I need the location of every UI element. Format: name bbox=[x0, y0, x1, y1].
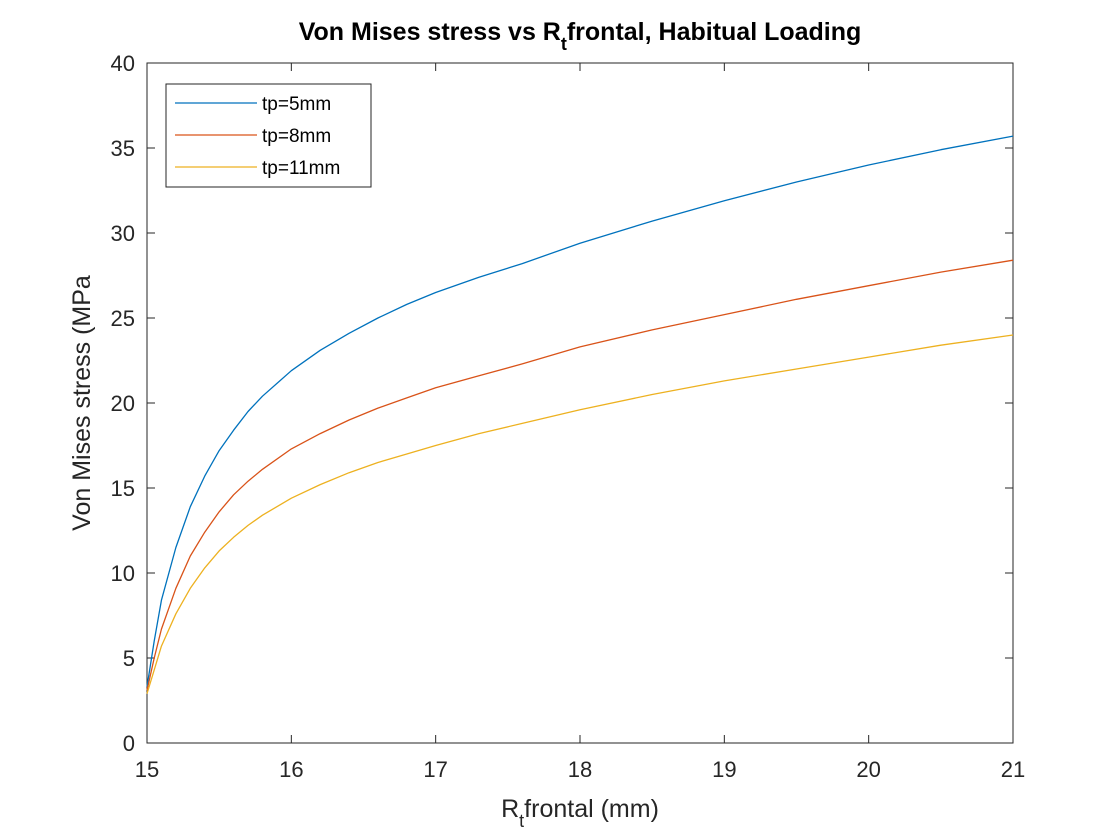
y-tick-label-35: 35 bbox=[111, 136, 135, 161]
x-axis-label: Rtfrontal (mm) bbox=[501, 795, 659, 831]
legend: tp=5mm tp=8mm tp=11mm bbox=[165, 83, 372, 188]
x-tick-label-18: 18 bbox=[568, 757, 592, 782]
x-tick-label-20: 20 bbox=[856, 757, 880, 782]
x-tick-label-21: 21 bbox=[1001, 757, 1025, 782]
series-line-tp-5mm bbox=[146, 135, 1014, 688]
x-axis-label-subscript: t bbox=[519, 811, 524, 831]
y-axis-label: Von Mises stress (MPa bbox=[68, 275, 96, 531]
y-tick-label-5: 5 bbox=[123, 646, 135, 671]
series-line-tp-8mm bbox=[146, 259, 1014, 691]
y-tick-label-30: 30 bbox=[111, 221, 135, 246]
chart-title: Von Mises stress vs Rtfrontal, Habitual … bbox=[299, 18, 862, 54]
chart-title-subscript: t bbox=[561, 34, 567, 54]
legend-label-tp-11mm: tp=11mm bbox=[262, 158, 340, 179]
y-axis-ticks: 0 5 10 15 20 25 30 35 40 bbox=[111, 51, 1013, 756]
y-tick-label-40: 40 bbox=[111, 51, 135, 76]
y-tick-label-0: 0 bbox=[123, 731, 135, 756]
series-line-tp-11mm bbox=[146, 334, 1014, 694]
y-tick-label-20: 20 bbox=[111, 391, 135, 416]
x-tick-label-15: 15 bbox=[135, 757, 159, 782]
x-tick-label-19: 19 bbox=[712, 757, 736, 782]
series-layer bbox=[146, 135, 1014, 694]
x-axis-ticks: 15 16 17 18 19 20 21 bbox=[135, 63, 1025, 782]
y-tick-label-25: 25 bbox=[111, 306, 135, 331]
x-axis-label-rest: frontal (mm) bbox=[524, 795, 659, 823]
x-axis-label-main: R bbox=[501, 795, 519, 823]
y-tick-label-10: 10 bbox=[111, 561, 135, 586]
chart-title-main: Von Mises stress vs R bbox=[299, 18, 561, 46]
x-tick-label-17: 17 bbox=[423, 757, 447, 782]
legend-label-tp-5mm: tp=5mm bbox=[262, 94, 331, 115]
x-tick-label-16: 16 bbox=[279, 757, 303, 782]
legend-label-tp-8mm: tp=8mm bbox=[262, 126, 331, 147]
y-tick-label-15: 15 bbox=[111, 476, 135, 501]
chart-title-rest: frontal, Habitual Loading bbox=[567, 18, 861, 46]
